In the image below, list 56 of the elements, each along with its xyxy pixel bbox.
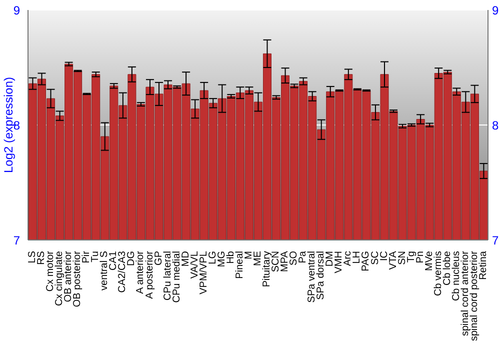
x-tick-label: CA1 (108, 250, 120, 270)
y2-tick-label: 8 (492, 118, 499, 132)
x-tick-label: LG (207, 250, 218, 264)
x-tick-label: Cb nucleus (450, 251, 462, 302)
x-tick-label: PAG (360, 250, 372, 272)
x-tick-label: DG (126, 250, 138, 266)
x-tick-label: spinal cord posterior (468, 250, 480, 342)
x-tick-label: MD (180, 251, 192, 267)
x-tick-label: SO (288, 250, 300, 266)
y-tick-label: 9 (13, 3, 20, 18)
x-tick-label: OB anterior (63, 250, 74, 302)
y2-tick-label: 7 (492, 233, 499, 248)
x-tick-label: spinal cord anterior (460, 250, 471, 336)
x-tick-label: LS (27, 250, 38, 264)
x-tick-label: MG (216, 250, 228, 268)
x-tick-label: ventral S (99, 250, 110, 290)
x-tick-label: Pn (414, 251, 426, 264)
x-tick-label: SPa dorsal (316, 251, 327, 300)
x-tick-label: CA2/CA3 (117, 250, 128, 293)
x-tick-label: SC (370, 251, 381, 265)
x-tick-label: A posterior (144, 250, 156, 299)
x-tick-label: M (243, 251, 254, 260)
x-tick-label: SCN (270, 251, 282, 272)
x-tick-label: IC (378, 251, 390, 261)
x-tick-label: Cx cingulate (54, 250, 66, 306)
x-tick-label: LH (352, 251, 363, 264)
x-tick-label: CPu medial (171, 251, 182, 303)
x-tick-label: VTA (388, 250, 399, 270)
y2-tick-label: 9 (492, 3, 499, 18)
x-tick-label: A anterior (135, 250, 146, 294)
x-tick-label: Pineal (234, 251, 246, 279)
x-tick-label: VMH (334, 251, 345, 274)
x-tick-label: Pa (298, 250, 309, 264)
x-tick-label: Pir (81, 250, 92, 264)
x-tick-label: Cb lobe (442, 250, 453, 286)
y-axis-title: Log2 (expression) (1, 76, 16, 174)
x-tick-label: Tg (406, 251, 417, 263)
x-tick-label: DM (324, 251, 336, 267)
x-tick-label: MPA (280, 250, 291, 272)
x-tick-label: CPu lateral (162, 251, 174, 300)
x-tick-label: Pituitary (262, 251, 273, 288)
x-tick-label: VA/VL (189, 250, 200, 279)
x-tick-label: Cb vermis (432, 251, 444, 296)
x-tick-label: RS (36, 250, 48, 265)
x-tick-label: Retina (478, 250, 489, 280)
y-tick-label: 8 (13, 118, 20, 132)
x-tick-label: SN (396, 251, 408, 265)
x-tick-label: OB posterior (72, 250, 84, 308)
x-tick-label: Arc (342, 251, 354, 266)
y-tick-label: 7 (13, 233, 20, 248)
x-tick-label: Hb (225, 250, 236, 264)
x-tick-label: VPM/VPL (198, 250, 210, 294)
x-tick-label: ME (252, 250, 264, 266)
x-tick-label: MVe (424, 250, 435, 272)
x-tick-label: Tu (90, 251, 102, 262)
x-tick-label: GP (153, 250, 164, 266)
